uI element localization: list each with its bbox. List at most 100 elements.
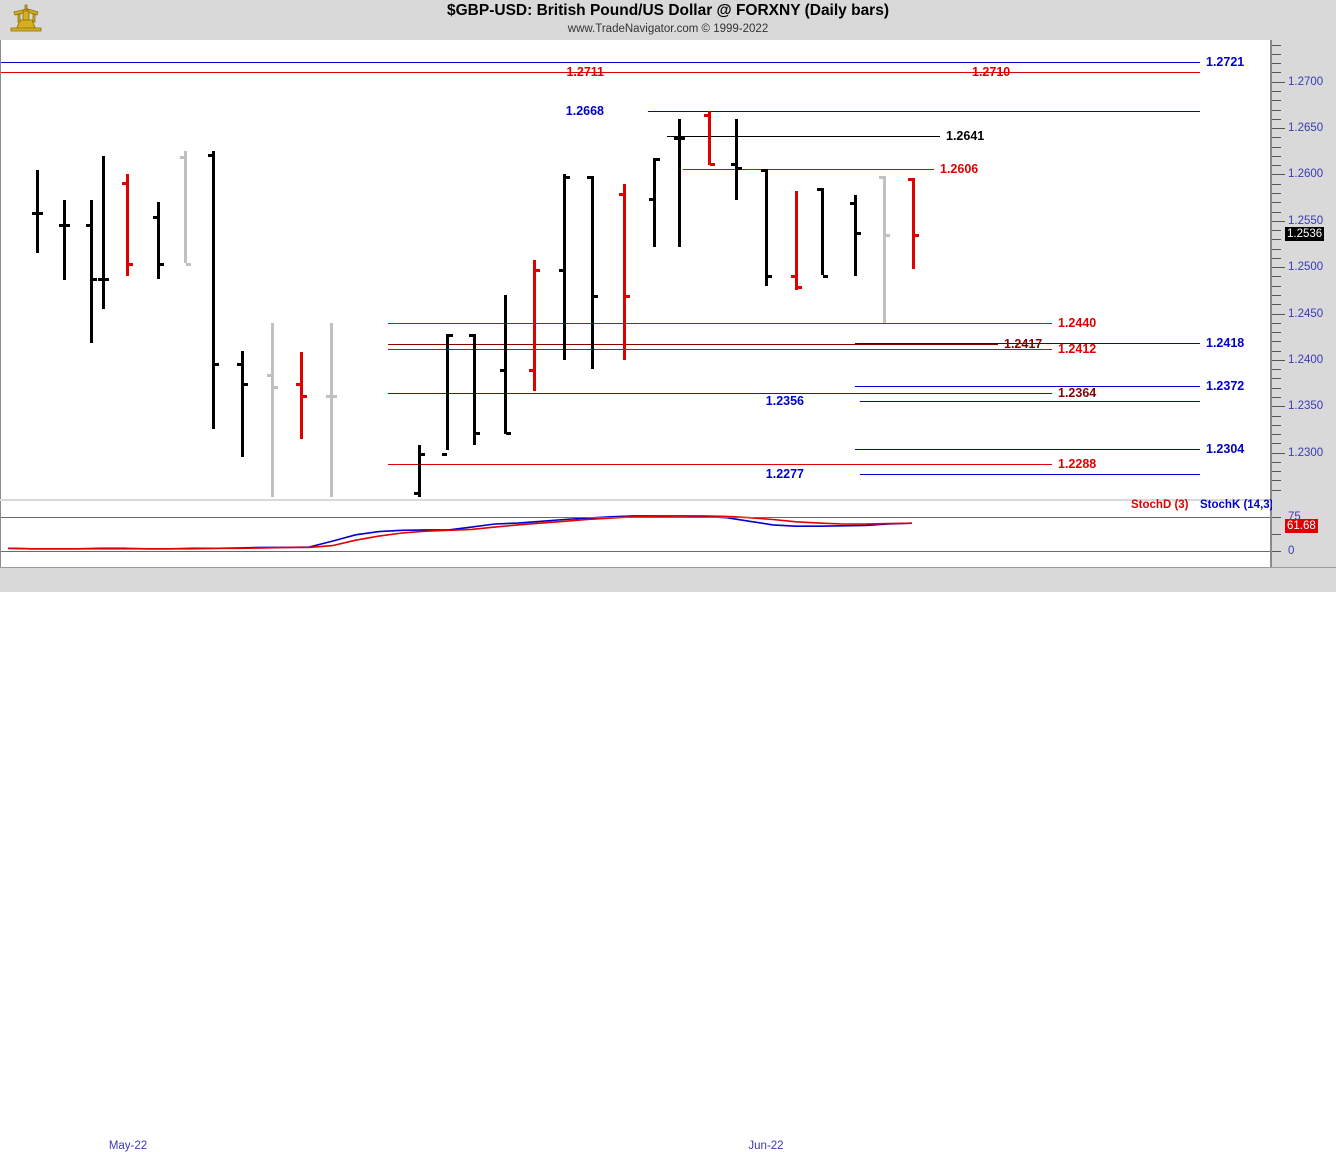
ohlc-open-tick <box>500 369 505 373</box>
price-level-line[interactable] <box>0 72 1200 74</box>
ohlc-bar[interactable] <box>469 333 480 446</box>
ohlc-open-tick <box>791 274 796 278</box>
ohlc-open-tick <box>414 491 419 495</box>
ohlc-bar[interactable] <box>761 168 772 286</box>
ohlc-bar[interactable] <box>237 350 248 458</box>
price-level-line[interactable] <box>860 400 1200 402</box>
ohlc-close-tick <box>565 176 570 180</box>
price-level-label[interactable]: 1.2417 <box>1004 337 1043 352</box>
ohlc-bar[interactable] <box>817 188 828 278</box>
ohlc-bar[interactable] <box>59 200 70 281</box>
ohlc-close-tick <box>273 385 278 389</box>
price-level-label[interactable]: 1.2277 <box>765 466 804 481</box>
indicator-tick-75 <box>1272 517 1281 518</box>
indicator-axis[interactable]: 75 0 61.68 <box>1272 501 1336 567</box>
ohlc-bar-stem <box>563 174 566 360</box>
ohlc-open-tick <box>674 137 679 141</box>
ohlc-bar[interactable] <box>850 194 861 277</box>
legend-stochk[interactable]: StochK (14,3) <box>1200 499 1274 511</box>
price-tick-minor <box>1272 202 1281 204</box>
price-level-label[interactable]: 1.2641 <box>946 129 985 144</box>
price-level-label[interactable]: 1.2606 <box>940 161 979 176</box>
price-level-label[interactable]: 1.2721 <box>1206 55 1245 70</box>
price-chart-pane[interactable]: 1.2721 1.2711 1.2710 1.2668 1.2641 1.2606 1.24… <box>0 40 1272 499</box>
ohlc-bar[interactable] <box>649 157 660 247</box>
ohlc-bar[interactable] <box>180 151 191 266</box>
price-level-label[interactable]: 1.2668 <box>565 104 604 119</box>
price-tick-minor <box>1272 257 1281 259</box>
ohlc-close-tick <box>214 362 219 366</box>
ohlc-bar[interactable] <box>731 118 742 201</box>
price-level-label[interactable]: 1.2304 <box>1206 441 1245 456</box>
ohlc-close-tick <box>856 231 861 235</box>
price-level-line[interactable] <box>388 348 1052 350</box>
price-tick-minor <box>1272 397 1281 398</box>
price-tick-minor <box>1272 193 1281 194</box>
price-level-line[interactable] <box>388 322 1052 324</box>
price-level-label[interactable]: 1.2440 <box>1058 315 1097 330</box>
price-level-label[interactable]: 1.2711 <box>566 64 604 79</box>
ohlc-bar[interactable] <box>529 259 540 392</box>
ohlc-bar[interactable] <box>414 445 425 498</box>
price-tick-minor <box>1272 350 1281 352</box>
ohlc-bar-stem <box>795 191 798 291</box>
price-level-line[interactable] <box>855 448 1200 450</box>
price-level-line[interactable] <box>667 136 940 138</box>
price-tick-minor <box>1272 109 1281 111</box>
ohlc-bar-stem <box>533 259 536 392</box>
legend-stochd[interactable]: StochD (3) <box>1131 499 1189 511</box>
price-level-line[interactable] <box>388 393 1052 395</box>
ohlc-bar[interactable] <box>500 295 511 436</box>
ohlc-bar[interactable] <box>908 178 919 270</box>
ohlc-bar[interactable] <box>296 352 307 439</box>
ohlc-bar[interactable] <box>86 200 97 344</box>
ohlc-bar[interactable] <box>267 322 278 498</box>
ohlc-bar-stem <box>418 445 421 498</box>
price-axis[interactable]: 1.2700 1.2650 1.2600 1.2550 1.2500 1.2450 1.24… <box>1272 40 1336 500</box>
ohlc-open-tick <box>208 154 213 158</box>
price-tick-minor <box>1272 434 1281 436</box>
date-axis[interactable]: May-22 Jun-22 <box>0 567 1336 1152</box>
price-level-line[interactable] <box>388 344 998 346</box>
price-level-label[interactable]: 1.2356 <box>765 393 804 408</box>
ohlc-bar-stem <box>157 202 160 280</box>
ohlc-bar[interactable] <box>879 176 890 323</box>
ohlc-bar[interactable] <box>442 333 453 456</box>
price-level-label[interactable]: 1.2418 <box>1206 336 1245 351</box>
price-axis-label: 1.2350 <box>1288 400 1324 413</box>
ohlc-bar[interactable] <box>587 176 598 370</box>
price-level-line[interactable] <box>0 62 1200 64</box>
price-level-line[interactable] <box>855 343 1200 345</box>
price-level-line[interactable] <box>648 111 1200 113</box>
price-tick-minor <box>1272 480 1281 482</box>
price-level-label[interactable]: 1.2412 <box>1058 341 1097 356</box>
ohlc-bar[interactable] <box>791 191 802 291</box>
price-level-label[interactable]: 1.2710 <box>972 65 1011 80</box>
price-level-line[interactable] <box>388 463 1052 465</box>
ohlc-bar[interactable] <box>122 174 133 277</box>
price-level-line[interactable] <box>860 473 1200 475</box>
price-level-label[interactable]: 1.2364 <box>1058 386 1097 401</box>
ohlc-open-tick <box>153 216 158 220</box>
ohlc-open-tick <box>180 155 185 159</box>
price-level-label[interactable]: 1.2372 <box>1206 378 1245 393</box>
ohlc-bar[interactable] <box>208 151 219 430</box>
price-level-line[interactable] <box>683 168 934 170</box>
ohlc-open-tick <box>879 176 884 180</box>
stochastic-indicator-pane[interactable] <box>0 501 1272 567</box>
ohlc-bar[interactable] <box>153 202 164 280</box>
ohlc-open-tick <box>86 223 91 227</box>
ohlc-bar[interactable] <box>559 174 570 360</box>
price-level-label[interactable]: 1.2288 <box>1058 456 1097 471</box>
ohlc-bar[interactable] <box>619 183 630 360</box>
price-level-line[interactable] <box>0 71 1200 73</box>
ohlc-bar-stem <box>765 168 768 286</box>
ohlc-bar[interactable] <box>326 322 337 498</box>
ohlc-bar-stem <box>102 155 105 309</box>
ohlc-bar[interactable] <box>32 169 43 254</box>
ohlc-bar[interactable] <box>674 118 685 247</box>
ohlc-bar[interactable] <box>98 155 109 309</box>
ohlc-bar[interactable] <box>704 111 715 167</box>
price-level-line[interactable] <box>855 385 1200 387</box>
ohlc-close-tick <box>506 432 511 436</box>
